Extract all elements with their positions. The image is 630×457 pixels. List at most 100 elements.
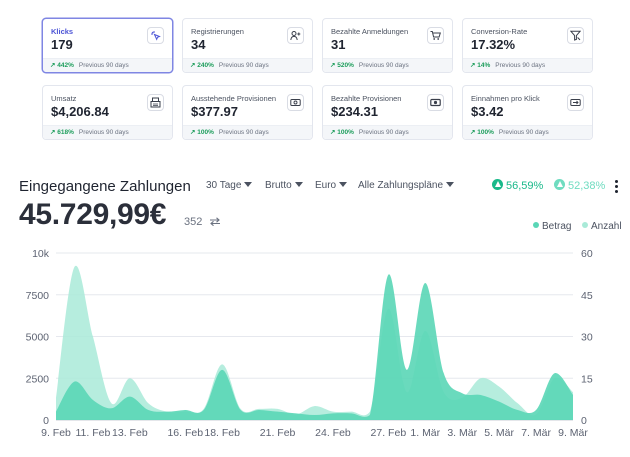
kpi-change-value: 240% — [197, 62, 214, 69]
arrow-up-circle-icon — [554, 179, 565, 190]
y-right-tick-label: 0 — [581, 415, 587, 427]
series-betrag-area-point — [110, 407, 112, 409]
kpi-card-value: $4,206.84 — [51, 104, 109, 119]
legend-anzahl[interactable]: Anzahl — [582, 221, 622, 232]
banknote-icon — [430, 98, 441, 107]
kpi-change: ↗ 442% — [50, 62, 74, 69]
series-betrag-area-point — [498, 400, 500, 402]
y-left-tick-label: 7500 — [26, 290, 50, 302]
gross-net-dropdown[interactable]: Brutto — [265, 180, 303, 191]
series-betrag-area-point — [203, 409, 205, 411]
kpi-card-1[interactable]: Klicks 179 ↗ 442% Previous 90 days — [42, 18, 173, 73]
total-amount: 45.729,99€ — [19, 198, 167, 231]
kpi-change-value: 100% — [197, 129, 214, 136]
legend-betrag[interactable]: Betrag — [533, 221, 571, 232]
register-icon — [150, 97, 161, 108]
payment-plan-dropdown[interactable]: Alle Zahlungspläne — [358, 180, 455, 191]
kpi-change: ↗ 100% — [190, 129, 214, 136]
x-tick-label: 18. Feb — [204, 427, 240, 439]
kpi-period: Previous 90 days — [495, 62, 546, 69]
x-tick-label: 5. Mär — [484, 427, 514, 439]
kpi-card-label: Einnahmen pro Klick — [471, 94, 540, 103]
count-change-value: 52,38% — [568, 180, 606, 192]
trend-up-arrow-icon: ↗ — [470, 62, 476, 69]
kpi-card-icon-box — [567, 27, 584, 44]
series-anzahl-area-point — [73, 266, 75, 268]
series-anzahl-area-point — [55, 397, 57, 399]
series-anzahl-area-point — [572, 391, 574, 393]
kpi-card-label: Ausstehende Provisionen — [191, 94, 277, 103]
pending-money-icon — [290, 99, 301, 106]
y-left-tick-label: 5000 — [26, 332, 50, 344]
trend-up-arrow-icon: ↗ — [190, 129, 196, 136]
legend-betrag-label: Betrag — [542, 221, 572, 232]
amount-change-stat: 56,59% — [492, 179, 543, 192]
legend-betrag-swatch — [533, 222, 539, 228]
series-betrag-area-point — [276, 410, 278, 412]
kpi-card-5[interactable]: Umsatz $4,206.84 ↗ 618% Previous 90 days — [42, 85, 173, 140]
kpi-change-value: 442% — [57, 62, 74, 69]
payment-count-value: 352 — [184, 216, 203, 228]
series-betrag-area-point — [406, 369, 408, 371]
kpi-card-icon-box — [147, 94, 164, 111]
series-anzahl-area-point — [479, 377, 481, 379]
x-tick-label: 9. Feb — [41, 427, 71, 439]
series-anzahl-area-point — [516, 402, 518, 404]
x-tick-label: 11. Feb — [76, 427, 111, 439]
gross-net-dropdown-label: Brutto — [265, 180, 292, 191]
series-betrag-area — [56, 274, 573, 420]
kpi-card-footer: ↗ 240% Previous 90 days — [183, 58, 312, 72]
kpi-card-icon-box — [287, 27, 304, 44]
x-tick-label: 9. Mär — [558, 427, 588, 439]
kpi-card-value: 179 — [51, 37, 73, 52]
kpi-card-8[interactable]: Einnahmen pro Klick $3.42 ↗ 100% Previous 9… — [462, 85, 593, 140]
kpi-card-icon-box — [287, 94, 304, 111]
kpi-period: Previous 90 days — [218, 62, 269, 69]
kpi-card-footer: ↗ 100% Previous 90 days — [323, 125, 452, 139]
series-betrag-area-point — [479, 394, 481, 396]
kpi-card-footer: ↗ 618% Previous 90 days — [43, 125, 172, 139]
kpi-card-icon-box — [147, 27, 164, 44]
trend-up-arrow-icon: ↗ — [50, 62, 56, 69]
kpi-card-label: Registrierungen — [191, 27, 244, 36]
kpi-card-label: Umsatz — [51, 94, 77, 103]
kpi-card-6[interactable]: Ausstehende Provisionen $377.97 ↗ 100% Prev… — [182, 85, 313, 140]
series-betrag-area-point — [424, 282, 426, 284]
payments-area-chart: 0 0 2500 15 5000 30 7500 45 10k 60 9. Feb 11. Feb 13… — [26, 248, 593, 439]
series-anzahl-area-point — [276, 408, 278, 410]
series-betrag-area-point — [332, 412, 334, 414]
kpi-change: ↗ 14% — [470, 62, 490, 69]
series-betrag-area-point — [166, 410, 168, 412]
kpi-card-4[interactable]: Conversion-Rate 17.32% ↗ 14% Previous 90 da… — [462, 18, 593, 73]
series-betrag-area-point — [73, 380, 75, 382]
period-dropdown[interactable]: 30 Tage — [206, 180, 253, 191]
series-betrag-area-point — [461, 392, 463, 394]
chevron-down-icon — [244, 182, 253, 187]
kpi-change-value: 14% — [477, 62, 491, 69]
x-tick-label: 21. Feb — [260, 427, 296, 439]
y-left-tick-label: 2500 — [26, 373, 50, 385]
series-betrag-area-point — [535, 409, 537, 411]
x-tick-label: 24. Feb — [315, 427, 351, 439]
kpi-period: Previous 90 days — [78, 129, 129, 136]
kpi-change: ↗ 520% — [330, 62, 354, 69]
kpi-card-7[interactable]: Bezahlte Provisionen $234.31 ↗ 100% Previou… — [322, 85, 453, 140]
kpi-card-footer: ↗ 442% Previous 90 days — [43, 58, 172, 72]
kpi-card-label: Bezahlte Provisionen — [331, 94, 402, 103]
kpi-period: Previous 90 days — [78, 62, 129, 69]
more-options-icon[interactable] — [615, 180, 618, 195]
x-tick-label: 13. Feb — [112, 427, 148, 439]
series-betrag-area-point — [92, 399, 94, 401]
kpi-card-icon-box — [427, 94, 444, 111]
kpi-change-value: 100% — [337, 129, 354, 136]
kpi-card-value: $234.31 — [331, 104, 378, 119]
currency-dropdown[interactable]: Euro — [315, 180, 348, 191]
kpi-card-2[interactable]: Registrierungen 34 ↗ 240% Previous 90 days — [182, 18, 313, 73]
click-icon — [151, 31, 161, 41]
legend-anzahl-label: Anzahl — [591, 221, 622, 232]
arrow-up-circle-icon — [492, 179, 503, 190]
kpi-card-3[interactable]: Bezahlte Anmeldungen 31 ↗ 520% Previous 90 … — [322, 18, 453, 73]
series-betrag-area-point — [295, 412, 297, 414]
series-betrag-area-point — [184, 409, 186, 411]
series-betrag-area-point — [239, 409, 241, 411]
